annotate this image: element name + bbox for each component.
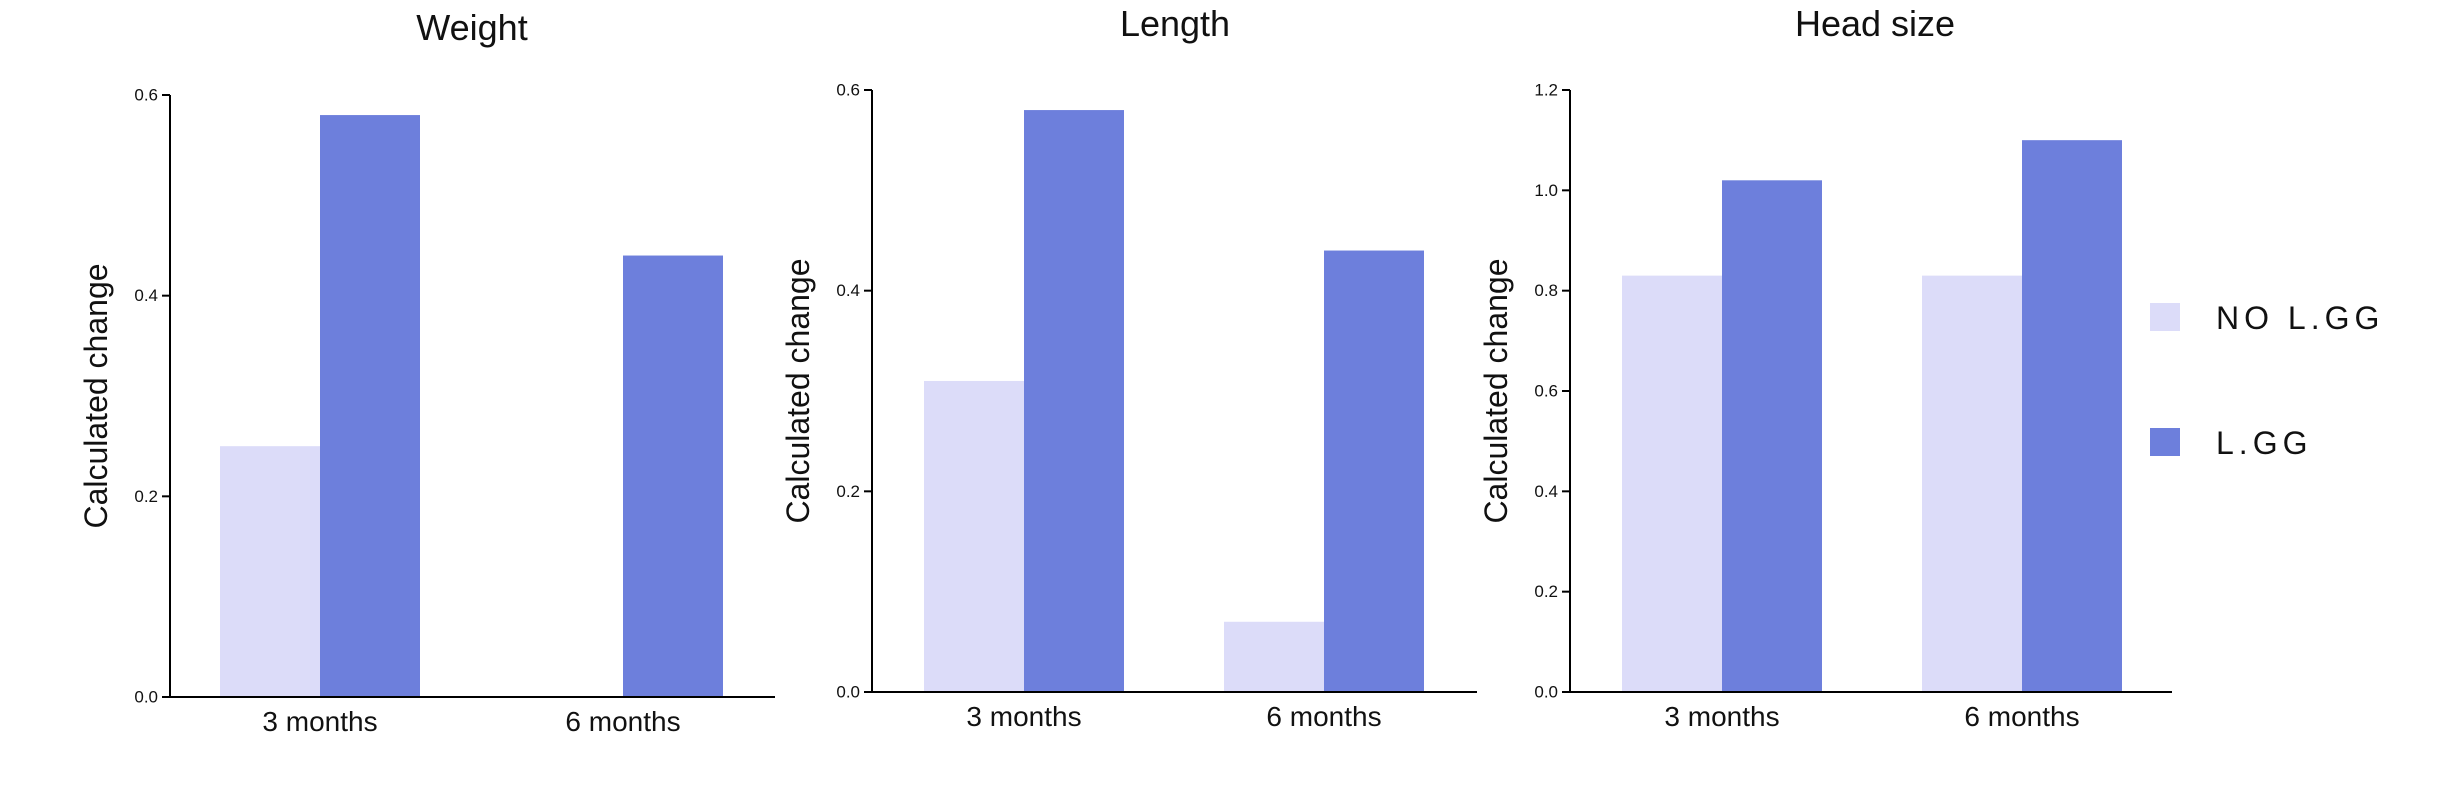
bar-no-l-gg-3-months [220, 446, 320, 697]
chart-panel-1: Weight Calculated change 3 months 6 months 0… [78, 7, 775, 737]
legend-label: L.GG [2216, 425, 2312, 461]
bar-l-gg-6-months [2022, 140, 2122, 692]
y-tick-label: 0.6 [836, 81, 860, 100]
legend-swatch-l-gg [2150, 428, 2180, 456]
y-tick-label: 0.4 [1534, 482, 1558, 501]
x-tick-label: 6 months [565, 706, 680, 737]
chart-title: Length [1120, 3, 1230, 44]
y-axis-label: Calculated change [780, 258, 816, 523]
x-tick-label: 6 months [1964, 701, 2079, 732]
y-axis-label: Calculated change [78, 263, 114, 528]
y-tick-label: 0.8 [1534, 281, 1558, 300]
y-tick-label: 0.2 [134, 487, 158, 506]
bar-l-gg-6-months [1324, 250, 1424, 693]
bar-no-l-gg-6-months [1922, 275, 2022, 692]
y-tick-label: 0.6 [1534, 382, 1558, 401]
y-tick-label: 0.4 [836, 281, 860, 300]
legend-label: NO L.GG [2216, 300, 2384, 336]
legend-swatch-no-l-gg [2150, 303, 2180, 331]
x-tick-label: 3 months [966, 701, 1081, 732]
y-tick-label: 0.4 [134, 286, 158, 305]
y-tick-label: 0.6 [134, 86, 158, 105]
x-tick-label: 3 months [262, 706, 377, 737]
y-tick-label: 0.0 [1534, 683, 1558, 702]
x-tick-label: 6 months [1266, 701, 1381, 732]
chart-title: Head size [1795, 3, 1955, 44]
chart-title: Weight [416, 7, 527, 48]
y-tick-label: 0.2 [1534, 582, 1558, 601]
bar-l-gg-3-months [1024, 110, 1124, 693]
y-tick-label: 0.0 [134, 688, 158, 707]
bar-no-l-gg-3-months [1622, 275, 1722, 692]
bar-no-l-gg-6-months [1224, 621, 1324, 692]
y-tick-label: 1.0 [1534, 181, 1558, 200]
x-tick-label: 3 months [1664, 701, 1779, 732]
y-tick-label: 0.2 [836, 482, 860, 501]
bar-no-l-gg-3-months [924, 380, 1024, 692]
bar-l-gg-3-months [320, 115, 420, 698]
y-tick-label: 1.2 [1534, 81, 1558, 100]
chart-panel-3: Head size Calculated change 3 months 6 mont… [1478, 3, 2172, 732]
y-tick-label: 0.0 [836, 683, 860, 702]
bar-l-gg-6-months [623, 255, 723, 698]
y-axis-label: Calculated change [1478, 258, 1514, 523]
chart-panel-2: Length Calculated change 3 months 6 months 0… [780, 3, 1477, 732]
legend: NO L.GG L.GG [2150, 300, 2384, 461]
bar-l-gg-3-months [1722, 180, 1822, 693]
